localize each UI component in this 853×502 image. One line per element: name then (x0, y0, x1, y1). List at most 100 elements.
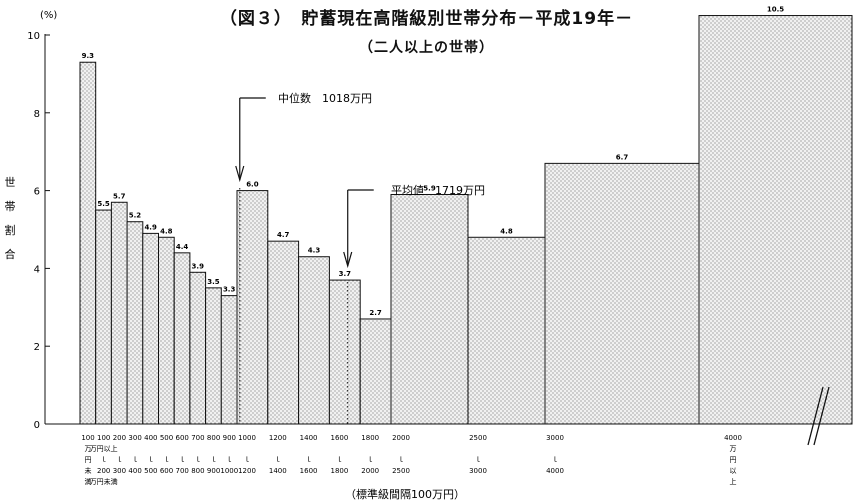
x-tick-label: 700 (176, 467, 189, 475)
bar-value-label: 9.3 (82, 52, 95, 60)
chart-title: （図３） 貯蓄現在高階級別世帯分布－平成19年－ (219, 9, 634, 29)
bar-value-label: 6.0 (246, 181, 259, 189)
x-tick-label: ｌ (179, 456, 186, 464)
x-tick-label: 2500 (392, 467, 410, 475)
bar (142, 232, 160, 425)
bar (236, 190, 269, 425)
x-tick-label: 200 (113, 434, 126, 442)
axis-break-marks (807, 386, 830, 446)
x-tick-label: 1800 (361, 434, 379, 442)
x-tick-label: 4000 (724, 434, 742, 442)
bar (390, 193, 469, 425)
x-tick-label: ｌ (163, 456, 170, 464)
chart-subtitle: （二人以上の世帯） (359, 40, 494, 56)
y-tick-label: 8 (34, 109, 40, 120)
bar-value-label: 5.5 (97, 200, 110, 208)
y-unit-label: (%) (40, 10, 57, 21)
bar (158, 236, 175, 425)
x-tick-label: ｌ (226, 456, 233, 464)
bar-value-label: 5.9 (423, 184, 436, 192)
bar (110, 201, 128, 425)
x-tick-label: 200 (97, 467, 110, 475)
x-tick-label: 1000 (220, 467, 238, 475)
x-tick-label: 400 (144, 434, 157, 442)
y-tick-label: 2 (34, 342, 40, 353)
bar-value-label: 3.3 (223, 286, 236, 294)
bar-value-label: 3.5 (207, 278, 220, 286)
y-tick-label: 0 (34, 420, 40, 431)
bar (205, 287, 222, 425)
x-tick-label: 万 (730, 445, 737, 453)
x-tick-label: 100 (81, 434, 94, 442)
x-tick-label: 2500 (469, 434, 487, 442)
x-tick-label: ｌ (475, 456, 482, 464)
bar (698, 15, 853, 425)
x-tick-label: 400 (128, 467, 141, 475)
bar (298, 256, 330, 425)
x-tick-label: 1400 (300, 434, 318, 442)
bar (328, 279, 361, 425)
bar-value-label: 6.7 (616, 153, 629, 161)
bar-value-label: 2.7 (369, 309, 382, 317)
x-tick-label: 4000 (546, 467, 564, 475)
bar (467, 236, 546, 425)
x-tick-label: ｌ (116, 456, 123, 464)
x-tick-label: 満 (85, 478, 92, 486)
x-tick-label: 900 (207, 467, 220, 475)
x-tick-label: 500 (144, 467, 157, 475)
x-tick-label: 300 (128, 434, 141, 442)
x-tick-label: 600 (160, 467, 173, 475)
x-tick-label: 100 (97, 434, 110, 442)
bar-value-label: 10.5 (767, 6, 784, 14)
x-tick-label: 700 (191, 434, 204, 442)
x-tick-label: 万 (85, 445, 92, 453)
x-tick-label: ｌ (147, 456, 154, 464)
y-axis-title-char: 割 (5, 223, 16, 237)
bar-value-label: 5.2 (129, 212, 142, 220)
x-tick-labels: 100 万円未満 100 万円以上 ｌ 200 万円未満 200 ｌ 300 300 ｌ 400 400 ｌ… (81, 434, 742, 486)
y-ticks: 0 2 4 6 8 10 (27, 31, 50, 431)
bar-value-label: 4.8 (160, 227, 173, 235)
x-tick-label: 3000 (469, 467, 487, 475)
x-tick-label: 未 (85, 466, 92, 475)
x-tick-label: ｌ (367, 456, 374, 464)
x-tick-label: ｌ (274, 456, 281, 464)
x-tick-label: ｌ (210, 456, 217, 464)
x-tick-label: ｌ (100, 456, 107, 464)
y-axis-title-char: 帯 (5, 200, 16, 213)
x-tick-label: ｌ (194, 456, 201, 464)
x-tick-label: 900 (223, 434, 236, 442)
bars (79, 15, 853, 425)
x-tick-label: ｌ (305, 456, 312, 464)
x-tick-label: ｌ (132, 456, 139, 464)
x-tick-label: 3000 (546, 434, 564, 442)
bar-value-label: 4.3 (308, 247, 321, 255)
x-tick-label: 800 (207, 434, 220, 442)
bar (220, 295, 238, 425)
bar (79, 61, 97, 425)
x-tick-label: 1600 (300, 467, 318, 475)
x-tick-label: 1400 (269, 467, 287, 475)
y-axis-title-char: 合 (5, 247, 16, 261)
bar-value-label: 3.7 (339, 270, 352, 278)
x-tick-label: ｌ (244, 456, 251, 464)
x-tick-label: ｌ (552, 456, 559, 464)
y-axis-title-char: 世 (5, 176, 16, 189)
bar (189, 271, 207, 425)
bar-value-label: 4.8 (500, 227, 513, 235)
x-tick-label: 以 (730, 467, 737, 475)
x-tick-label: ｌ (336, 456, 343, 464)
y-tick-label: 10 (27, 31, 40, 42)
x-tick-label: 1800 (330, 467, 348, 475)
bar (95, 209, 112, 425)
y-tick-label: 4 (34, 264, 40, 275)
x-tick-label: 上 (730, 477, 737, 486)
bar (544, 162, 700, 425)
x-tick-label: 万円以上 (90, 444, 118, 453)
x-tick-label: 300 (113, 467, 126, 475)
x-tick-label: 600 (176, 434, 189, 442)
y-tick-label: 6 (34, 187, 40, 198)
